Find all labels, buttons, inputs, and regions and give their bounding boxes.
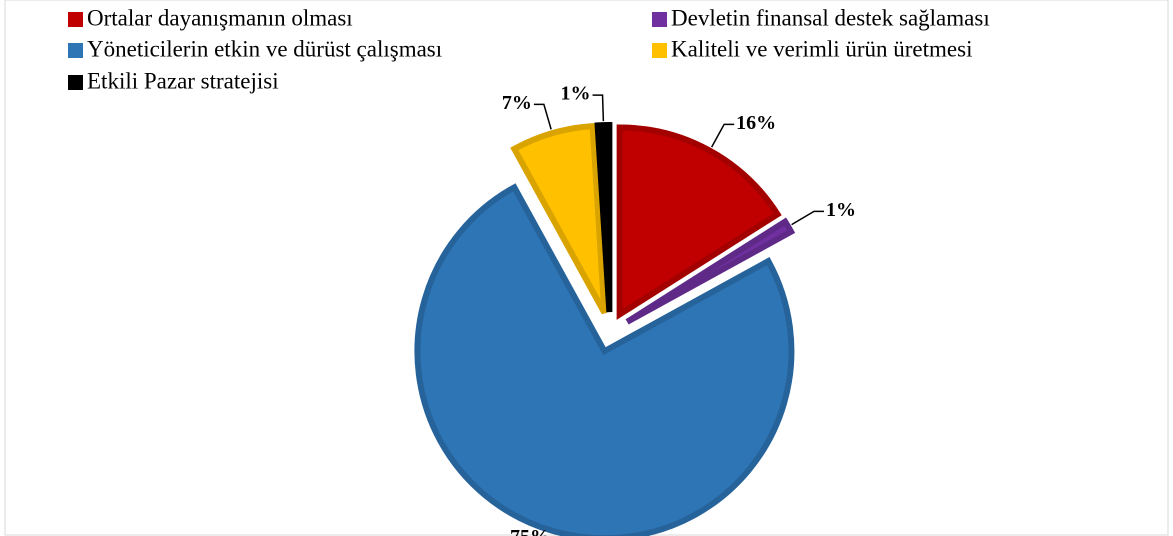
leader-line [592,94,605,122]
pie-slice [414,183,795,536]
legend-swatch [68,75,83,90]
leader-line [791,210,824,226]
legend-swatch [68,12,83,27]
pie-slice [594,122,613,313]
pie-slice [510,122,608,315]
legend-swatch [652,43,667,58]
data-label: 16% [736,112,776,134]
legend-label: Etkili Pazar stratejisi [87,68,279,93]
pie-slice [616,124,782,320]
legend-swatch [652,12,667,27]
pie-slice [625,217,796,325]
legend-label: Kaliteli ve verimli ürün üretmesi [671,36,972,61]
legend-label: Yöneticilerin etkin ve dürüst çalışması [87,36,442,61]
data-label: 7% [502,92,532,114]
data-label: 1% [561,83,591,105]
data-label: 1% [826,199,856,221]
data-label: 75% [510,526,550,536]
legend-label: Ortalar dayanışmanın olması [87,5,353,30]
legend-swatch [68,43,83,58]
legend-label: Devletin finansal destek sağlaması [671,5,990,30]
leader-line [533,103,552,130]
leader-line [710,123,735,148]
